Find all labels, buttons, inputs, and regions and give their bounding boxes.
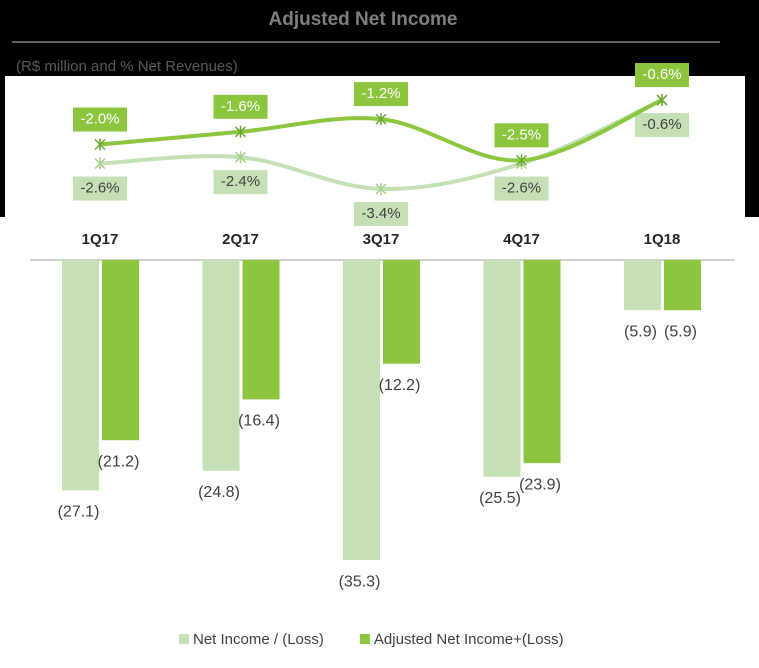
bar [523,260,561,464]
marker [656,94,668,107]
marker [94,157,106,170]
marker [375,113,387,126]
data-label: (25.5) [479,490,521,507]
marker [234,151,247,164]
bar [242,260,280,400]
bar [202,260,240,471]
data-label: -2.6% [502,180,541,197]
bar [343,260,380,561]
legend-swatch [179,634,189,644]
marker [375,182,387,195]
data-label: -2.5% [502,126,541,143]
data-label: (24.8) [198,484,240,501]
x-tick-label: 1Q17 [82,231,119,248]
data-label: -1.2% [361,85,400,102]
x-tick-label: 3Q17 [363,231,400,248]
data-label: (21.2) [98,453,140,470]
label-box [213,170,268,195]
bar [624,260,661,311]
legend-label: Adjusted Net Income+(Loss) [374,631,564,648]
data-label: (35.3) [339,573,381,590]
label-box [635,63,689,88]
marker [234,125,247,138]
marker [515,154,528,167]
label-box [213,94,268,119]
legend-swatch [359,634,370,644]
bar [664,260,701,311]
data-label: -2.6% [80,180,119,197]
label-box [354,201,408,226]
data-label: -3.4% [361,205,400,222]
label-box [354,82,408,107]
label-box [73,176,127,201]
marker [94,138,106,151]
label-box [73,107,127,132]
label-box [494,123,549,148]
subtitle: (R$ million and % Net Revenues) [16,58,238,75]
bar [62,260,99,491]
data-label: (12.2) [379,377,421,394]
data-label: -0.6% [642,116,681,133]
x-tick-label: 2Q17 [222,231,259,248]
chart-title: Adjusted Net Income [269,9,458,30]
x-tick-label: 1Q18 [644,231,681,248]
label-box [494,176,549,201]
data-label: -1.6% [221,98,260,115]
data-label: (27.1) [58,504,100,521]
data-label: (5.9) [664,323,697,340]
legend-label: Net Income / (Loss) [193,631,324,648]
data-label: (23.9) [519,476,561,493]
data-label: -2.4% [221,173,260,190]
label-box [635,113,689,138]
data-label: (5.9) [624,323,657,340]
bar [102,260,139,441]
data-label: -0.6% [642,66,681,83]
data-label: -2.0% [80,110,119,127]
bar [383,260,420,364]
x-tick-label: 4Q17 [503,231,540,248]
data-label: (16.4) [238,413,280,430]
bar [483,260,521,477]
